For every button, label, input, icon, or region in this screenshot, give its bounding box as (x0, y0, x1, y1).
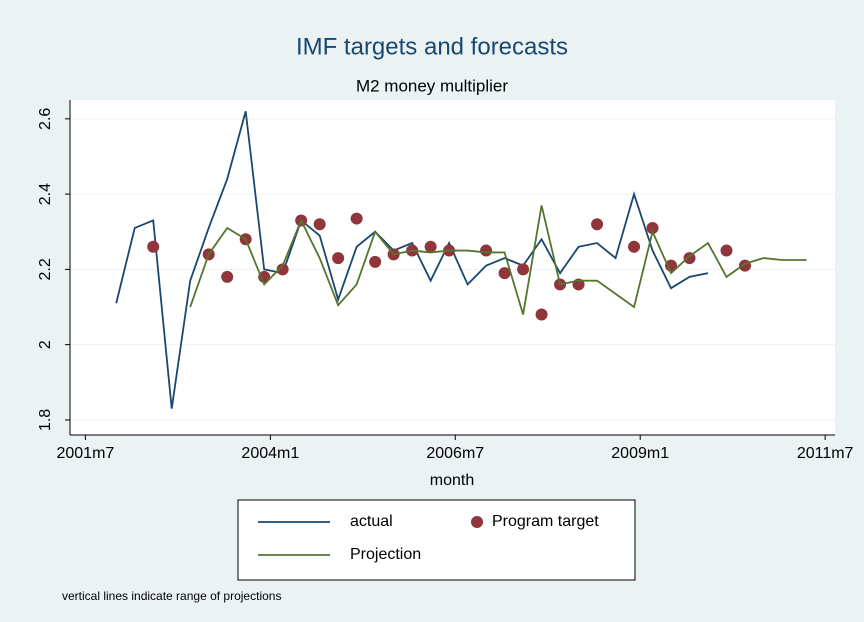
y-tick-label: 2 (37, 340, 54, 349)
x-tick-label: 2006m7 (426, 445, 484, 462)
scatter-point (350, 212, 363, 225)
legend-label: Program target (492, 513, 599, 530)
scatter-point (646, 221, 659, 234)
scatter-point (498, 267, 511, 280)
y-tick-label: 2.2 (37, 258, 54, 280)
scatter-point (332, 252, 345, 265)
scatter-point (535, 308, 548, 321)
line-series (189, 205, 807, 315)
scatter-point (720, 244, 733, 257)
scatter-point (147, 240, 160, 253)
y-tick-label: 2.6 (37, 108, 54, 130)
y-tick-label: 1.8 (37, 409, 54, 431)
scatter-point (221, 270, 234, 283)
x-tick-label: 2004m1 (241, 445, 299, 462)
x-tick-label: 2011m7 (797, 445, 854, 462)
scatter-point (369, 255, 382, 268)
x-tick-label: 2001m7 (56, 445, 114, 462)
scatter-point (480, 244, 493, 257)
scatter-point (591, 218, 604, 231)
plot-area (70, 100, 835, 435)
legend-label: Projection (350, 546, 421, 563)
scatter-point (313, 218, 326, 231)
x-axis-title: month (430, 472, 474, 489)
legend-box (237, 499, 636, 581)
chart-title: IMF targets and forecasts (296, 33, 568, 60)
line-series (115, 111, 709, 409)
scatter-point (739, 259, 751, 272)
y-tick-label: 2.4 (37, 183, 54, 205)
x-tick-label: 2009m1 (611, 445, 669, 462)
legend-marker (471, 516, 483, 528)
scatter-point (424, 240, 437, 253)
chart-subtitle: M2 money multiplier (356, 76, 508, 95)
note: vertical lines indicate range of project… (62, 589, 281, 603)
legend-label: actual (350, 513, 393, 530)
scatter-point (517, 263, 530, 276)
scatter-point (258, 270, 271, 283)
scatter-point (276, 263, 289, 276)
scatter-point (628, 240, 641, 253)
